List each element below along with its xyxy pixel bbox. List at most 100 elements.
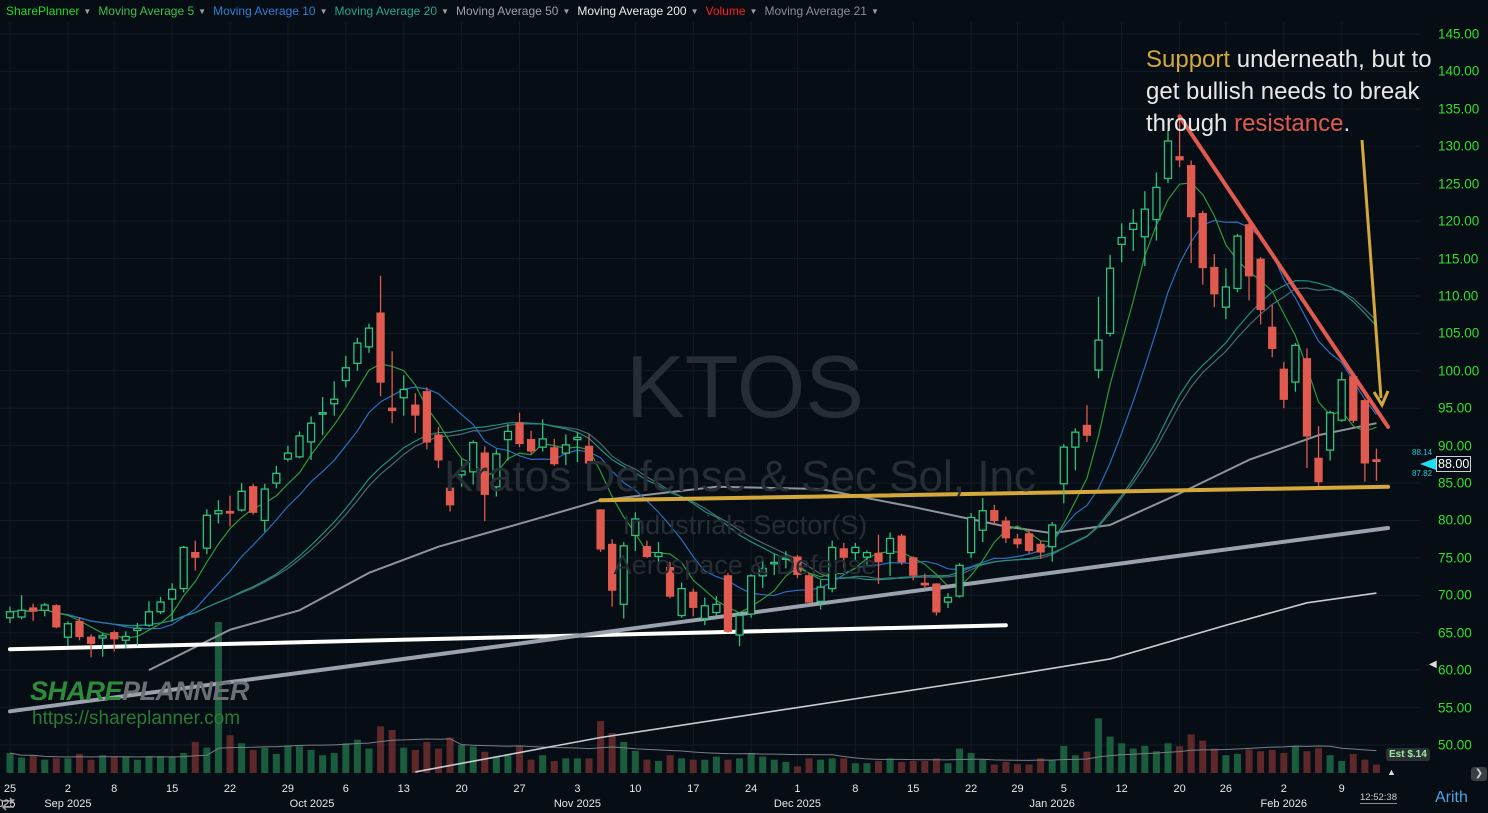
candle[interactable]: [503, 423, 513, 461]
candle[interactable]: [214, 500, 223, 524]
trendline-rising-gray[interactable]: [8, 525, 1391, 714]
candle[interactable]: [700, 597, 709, 626]
candle[interactable]: [885, 532, 895, 576]
candle[interactable]: [712, 596, 721, 616]
candle[interactable]: [445, 477, 455, 512]
candle[interactable]: [1163, 130, 1173, 183]
candle[interactable]: [550, 438, 559, 466]
scroll-marker-icon[interactable]: ◀: [1429, 659, 1437, 670]
candle[interactable]: [584, 434, 594, 472]
candle[interactable]: [411, 393, 420, 433]
candle[interactable]: [144, 601, 154, 627]
legend-item[interactable]: Moving Average 20 ▼: [335, 4, 449, 20]
candle[interactable]: [1048, 521, 1057, 562]
candle[interactable]: [387, 351, 397, 424]
candle[interactable]: [133, 623, 142, 646]
candle[interactable]: [619, 542, 628, 619]
candle[interactable]: [1314, 426, 1323, 487]
candle[interactable]: [758, 560, 767, 588]
candle[interactable]: [654, 542, 663, 566]
candle[interactable]: [283, 445, 293, 462]
candle[interactable]: [573, 432, 582, 463]
candle[interactable]: [596, 509, 605, 552]
candle[interactable]: [1244, 222, 1254, 301]
candle[interactable]: [1279, 361, 1288, 409]
candle[interactable]: [909, 556, 918, 581]
legend-item[interactable]: Moving Average 50 ▼: [456, 4, 570, 20]
candle[interactable]: [341, 355, 350, 388]
candle[interactable]: [1210, 254, 1219, 308]
candle[interactable]: [63, 621, 73, 646]
candle[interactable]: [689, 588, 698, 617]
candle[interactable]: [295, 431, 304, 459]
candle[interactable]: [943, 593, 953, 609]
candle[interactable]: [851, 542, 860, 562]
candle[interactable]: [1337, 372, 1346, 422]
candle[interactable]: [920, 573, 929, 589]
candle[interactable]: [608, 539, 617, 607]
candle[interactable]: [1291, 343, 1300, 392]
candle[interactable]: [1175, 114, 1184, 168]
candle[interactable]: [353, 337, 362, 371]
candle[interactable]: [225, 495, 235, 527]
candle[interactable]: [1349, 373, 1358, 424]
candle[interactable]: [29, 603, 38, 621]
candle[interactable]: [862, 550, 872, 565]
candle[interactable]: [1372, 448, 1381, 481]
candle[interactable]: [179, 545, 188, 593]
candle[interactable]: [40, 602, 49, 617]
candle[interactable]: [897, 533, 906, 565]
candle[interactable]: [1082, 405, 1092, 442]
candle[interactable]: [260, 483, 269, 532]
candle[interactable]: [17, 595, 26, 620]
candle[interactable]: [665, 561, 675, 599]
candle[interactable]: [376, 275, 385, 397]
candle[interactable]: [723, 572, 733, 633]
candle[interactable]: [955, 563, 964, 598]
legend-item[interactable]: SharePlanner ▼: [6, 4, 91, 20]
candle[interactable]: [526, 430, 536, 454]
candle[interactable]: [1059, 444, 1068, 504]
candle[interactable]: [457, 459, 466, 487]
candle[interactable]: [990, 504, 999, 525]
candle[interactable]: [434, 426, 443, 469]
candle[interactable]: [75, 617, 84, 641]
candle[interactable]: [1094, 296, 1103, 379]
candle[interactable]: [249, 483, 258, 515]
candle[interactable]: [422, 387, 432, 450]
candle[interactable]: [156, 596, 165, 615]
candle[interactable]: [167, 583, 177, 622]
candle[interactable]: [1140, 191, 1149, 267]
candle[interactable]: [561, 434, 570, 466]
candle[interactable]: [110, 630, 119, 652]
candle[interactable]: [1198, 210, 1207, 285]
candle[interactable]: [735, 612, 744, 647]
candle[interactable]: [978, 498, 987, 543]
triangle-down-icon[interactable]: ▼: [690, 7, 699, 16]
candle[interactable]: [793, 554, 802, 579]
candle[interactable]: [237, 483, 246, 512]
candle[interactable]: [1325, 410, 1335, 461]
trendline-support-white[interactable]: [8, 623, 1008, 652]
candle[interactable]: [804, 572, 814, 603]
legend-item[interactable]: Moving Average 5 ▼: [98, 4, 206, 20]
candle[interactable]: [1152, 172, 1161, 241]
candle[interactable]: [816, 580, 825, 610]
candle[interactable]: [202, 509, 212, 555]
candle[interactable]: [86, 634, 96, 658]
candle[interactable]: [52, 604, 61, 629]
candle[interactable]: [1233, 233, 1242, 293]
candle[interactable]: [1268, 304, 1277, 358]
candle[interactable]: [5, 606, 15, 624]
candle[interactable]: [469, 440, 478, 485]
candle[interactable]: [1360, 398, 1370, 482]
triangle-down-icon[interactable]: ▼: [870, 7, 879, 16]
candle[interactable]: [318, 396, 327, 436]
swap-arrows-icon[interactable]: [0, 797, 16, 811]
candle[interactable]: [932, 583, 941, 616]
candle[interactable]: [399, 375, 408, 416]
candle[interactable]: [538, 419, 547, 452]
candle[interactable]: [642, 540, 652, 558]
candle[interactable]: [839, 542, 848, 568]
